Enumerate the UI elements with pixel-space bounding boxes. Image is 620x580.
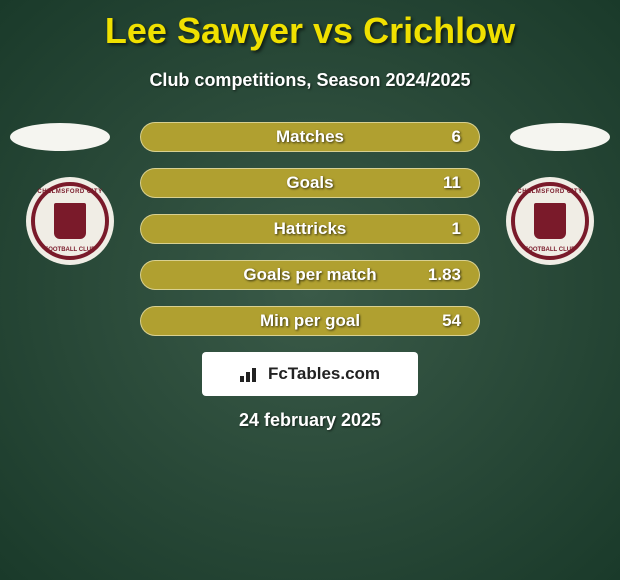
club-shield-icon xyxy=(534,203,566,239)
bar-value: 54 xyxy=(442,311,461,331)
club-badge-left-inner: CHELMSFORD CITY FOOTBALL CLUB xyxy=(31,182,109,260)
player-placeholder-left xyxy=(10,123,110,151)
bar-row: Matches 6 xyxy=(140,122,480,152)
player-placeholder-right xyxy=(510,123,610,151)
club-badge-left-text-bot: FOOTBALL CLUB xyxy=(35,247,105,253)
bar-value: 11 xyxy=(443,173,461,193)
bar-row: Goals per match 1.83 xyxy=(140,260,480,290)
bar-row: Hattricks 1 xyxy=(140,214,480,244)
fctables-logo-icon xyxy=(240,364,264,384)
bar-label: Goals xyxy=(286,173,333,193)
club-badge-right-text-bot: FOOTBALL CLUB xyxy=(515,247,585,253)
club-badge-left: CHELMSFORD CITY FOOTBALL CLUB xyxy=(26,177,114,265)
bar-label: Matches xyxy=(276,127,344,147)
bar-value: 1 xyxy=(452,219,461,239)
footer-brand-card[interactable]: FcTables.com xyxy=(202,352,418,396)
stats-bars: Matches 6 Goals 11 Hattricks 1 Goals per… xyxy=(140,122,480,352)
club-badge-right: CHELMSFORD CITY FOOTBALL CLUB xyxy=(506,177,594,265)
club-badge-left-text-top: CHELMSFORD CITY xyxy=(35,189,105,195)
footer-brand-text: FcTables.com xyxy=(268,364,380,384)
page-title: Lee Sawyer vs Crichlow xyxy=(0,0,620,52)
bar-label: Hattricks xyxy=(274,219,347,239)
bar-value: 1.83 xyxy=(428,265,461,285)
club-badge-right-text-top: CHELMSFORD CITY xyxy=(515,189,585,195)
bar-row: Min per goal 54 xyxy=(140,306,480,336)
club-shield-icon xyxy=(54,203,86,239)
club-badge-right-inner: CHELMSFORD CITY FOOTBALL CLUB xyxy=(511,182,589,260)
date-label: 24 february 2025 xyxy=(0,410,620,431)
bar-row: Goals 11 xyxy=(140,168,480,198)
subtitle: Club competitions, Season 2024/2025 xyxy=(0,70,620,91)
bar-value: 6 xyxy=(452,127,461,147)
bar-label: Goals per match xyxy=(243,265,376,285)
bar-label: Min per goal xyxy=(260,311,360,331)
